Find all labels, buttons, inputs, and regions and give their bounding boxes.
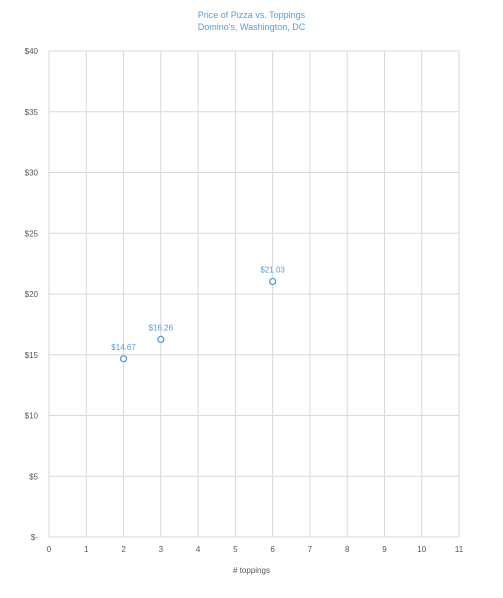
x-tick-label: 7 bbox=[308, 545, 313, 554]
y-tick-label: $35 bbox=[25, 108, 39, 117]
x-tick-label: 4 bbox=[196, 545, 201, 554]
y-tick-label: $30 bbox=[25, 169, 39, 178]
y-tick-label: $10 bbox=[25, 412, 39, 421]
x-axis-label: # toppings bbox=[233, 566, 270, 575]
chart-title-block: Price of Pizza vs. Toppings Domino's, Wa… bbox=[0, 9, 503, 33]
x-tick-label: 5 bbox=[233, 545, 238, 554]
x-tick-label: 3 bbox=[159, 545, 164, 554]
x-tick-label: 0 bbox=[47, 545, 52, 554]
y-tick-label: $15 bbox=[25, 351, 39, 360]
data-points: $14.67 $16.26 $21.03 bbox=[111, 265, 285, 363]
data-point bbox=[157, 335, 165, 344]
y-tick-label: $40 bbox=[25, 47, 39, 56]
x-tick-label: 8 bbox=[345, 545, 350, 554]
x-tick-label: 1 bbox=[84, 545, 89, 554]
data-label: $16.26 bbox=[149, 323, 174, 332]
y-tick-label: $- bbox=[31, 533, 38, 542]
x-tick-label: 2 bbox=[121, 545, 126, 554]
data-label: $14.67 bbox=[111, 343, 136, 352]
chart-subtitle: Domino's, Washington, DC bbox=[197, 22, 306, 32]
chart-title: Price of Pizza vs. Toppings bbox=[197, 10, 306, 20]
x-tick-label: 11 bbox=[455, 545, 464, 554]
gridlines bbox=[48, 50, 460, 538]
y-tick-label: $25 bbox=[25, 229, 39, 238]
data-point bbox=[268, 277, 277, 286]
y-tick-label: $20 bbox=[25, 290, 39, 299]
tick-labels: 0 1 2 3 4 5 6 7 8 9 10 11 $- $5 $10 $15 $20 $25 $30 $35 $40 bbox=[25, 47, 464, 554]
data-label: $21.03 bbox=[260, 265, 285, 274]
y-tick-label: $5 bbox=[29, 472, 38, 481]
x-tick-label: 9 bbox=[382, 545, 387, 554]
x-tick-label: 6 bbox=[270, 545, 275, 554]
x-tick-label: 10 bbox=[417, 545, 426, 554]
data-point bbox=[119, 355, 128, 363]
